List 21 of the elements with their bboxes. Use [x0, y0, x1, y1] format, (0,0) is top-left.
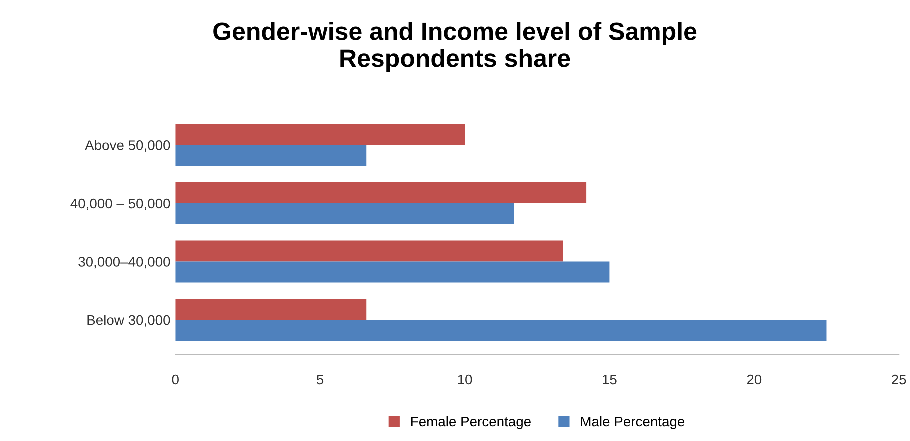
bar — [176, 145, 367, 166]
y-tick-label: Above 50,000 — [85, 140, 170, 152]
y-tick-label: 30,000–40,000 — [78, 257, 170, 269]
bar — [176, 299, 367, 320]
chart-title: Gender-wise and Income level of Sample Respondents share — [214, 22, 697, 72]
x-tick-label: 5 — [317, 374, 324, 385]
bar — [176, 182, 587, 204]
legend-label: Male Percentage — [581, 416, 685, 430]
bar — [176, 240, 564, 262]
x-tick-label: 10 — [458, 374, 472, 385]
x-tick-label: 15 — [603, 374, 617, 385]
x-tick-label: 20 — [747, 374, 762, 385]
bar — [176, 203, 514, 224]
x-tick-label: 0 — [172, 374, 179, 385]
legend-label: Female Percentage — [412, 416, 531, 430]
bar — [176, 124, 466, 146]
x-tick-label: 25 — [892, 374, 906, 385]
bar — [176, 262, 610, 283]
y-tick-label: 40,000 – 50,000 — [70, 198, 170, 210]
bar — [176, 320, 827, 342]
y-tick-label: Below 30,000 — [88, 315, 170, 327]
